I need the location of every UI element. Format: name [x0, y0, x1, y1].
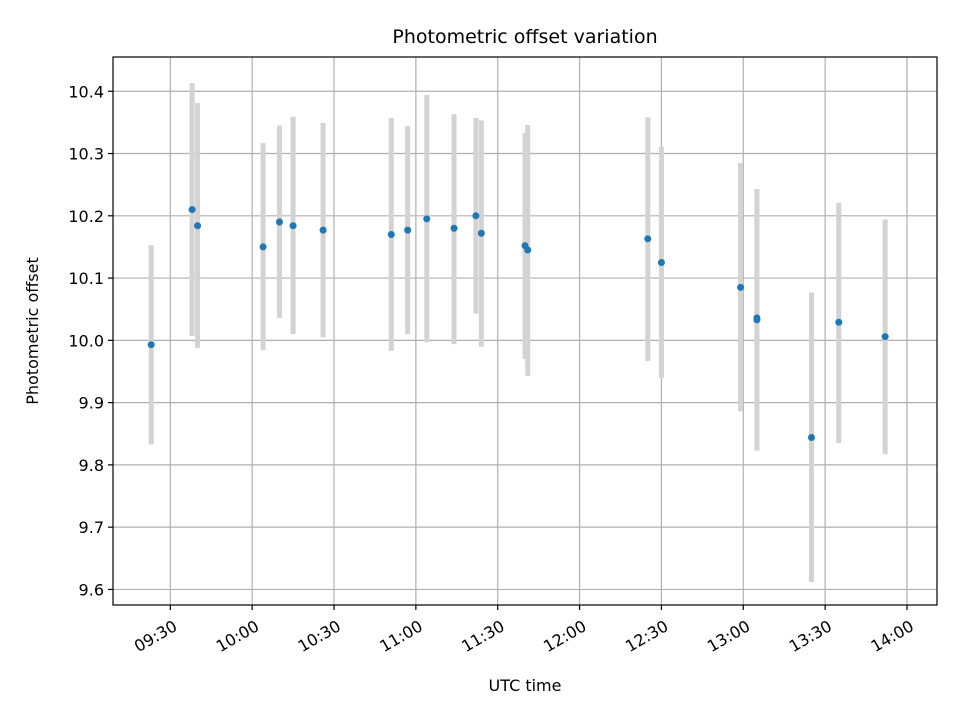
- x-tick-label: 12:00: [540, 616, 589, 656]
- data-point: [835, 318, 843, 326]
- data-point: [423, 215, 431, 223]
- y-tick-label: 9.8: [79, 456, 104, 475]
- x-tick-label: 13:30: [786, 616, 835, 656]
- y-tick-label: 10.0: [68, 331, 104, 350]
- data-point: [194, 222, 202, 230]
- data-point: [807, 433, 815, 441]
- x-tick-label: 11:30: [458, 616, 507, 656]
- data-point: [472, 212, 480, 220]
- data-point: [881, 333, 889, 341]
- y-axis-ticks: 9.6 9.7 9.8 9.9 10.0 10.1 10.2 10.3 10.4: [68, 82, 113, 599]
- chart-title: Photometric offset variation: [392, 26, 657, 48]
- data-point: [289, 222, 297, 230]
- data-point: [737, 283, 745, 291]
- y-axis-title: Photometric offset: [23, 257, 42, 405]
- data-point: [644, 235, 652, 243]
- data-point: [147, 341, 155, 349]
- data-point: [259, 243, 267, 251]
- data-point: [657, 259, 665, 266]
- y-tick-label: 10.4: [68, 82, 104, 101]
- data-point: [753, 314, 761, 322]
- data-point: [450, 224, 458, 232]
- data-point: [387, 230, 395, 238]
- y-tick-label: 9.9: [79, 394, 104, 413]
- y-tick-label: 10.1: [68, 269, 104, 288]
- x-tick-label: 10:30: [295, 616, 344, 656]
- x-tick-label: 14:00: [868, 616, 917, 656]
- x-axis-ticks: 09:30 10:00 10:30 11:00 11:30 12:00 12:30 13:00…: [131, 605, 917, 656]
- x-tick-label: 10:00: [213, 616, 262, 656]
- x-tick-label: 09:30: [131, 616, 180, 656]
- y-tick-label: 9.7: [79, 518, 104, 537]
- x-axis-title: UTC time: [489, 676, 562, 695]
- data-point: [188, 206, 196, 214]
- plot-frame: [112, 56, 938, 606]
- error-bars: [148, 83, 888, 582]
- data-point: [404, 226, 412, 234]
- x-tick-label: 12:30: [622, 616, 671, 656]
- data-point: [275, 218, 283, 226]
- y-tick-label: 10.2: [68, 207, 104, 226]
- data-point: [319, 226, 327, 234]
- data-point: [477, 229, 485, 237]
- x-tick-label: 13:00: [704, 616, 753, 656]
- y-tick-label: 10.3: [68, 145, 104, 164]
- data-point: [524, 246, 532, 254]
- y-tick-label: 9.6: [79, 580, 104, 599]
- data-points: [147, 206, 889, 441]
- x-tick-label: 11:00: [376, 616, 425, 656]
